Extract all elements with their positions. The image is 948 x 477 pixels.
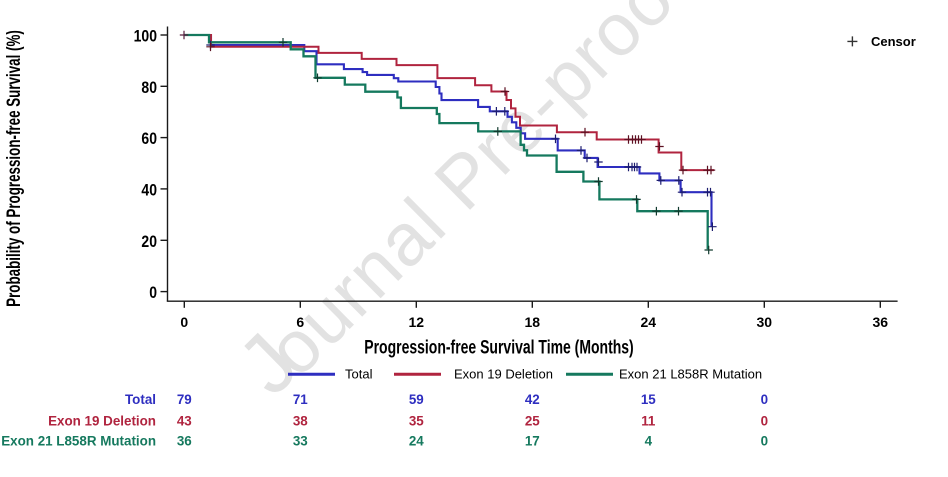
- svg-text:4: 4: [645, 434, 653, 449]
- svg-text:33: 33: [293, 434, 308, 449]
- svg-text:Exon 19 Deletion: Exon 19 Deletion: [48, 414, 156, 429]
- svg-text:20: 20: [141, 233, 157, 251]
- svg-text:0: 0: [761, 434, 768, 449]
- svg-text:100: 100: [134, 27, 157, 45]
- svg-text:40: 40: [141, 181, 157, 199]
- svg-text:24: 24: [641, 314, 657, 330]
- svg-text:36: 36: [177, 434, 192, 449]
- svg-text:43: 43: [177, 414, 192, 429]
- svg-text:15: 15: [641, 392, 656, 407]
- svg-text:79: 79: [177, 392, 192, 407]
- svg-text:17: 17: [525, 434, 540, 449]
- svg-text:80: 80: [141, 79, 157, 97]
- svg-text:38: 38: [293, 414, 308, 429]
- svg-text:Censor: Censor: [871, 34, 916, 49]
- svg-text:0: 0: [180, 314, 188, 330]
- svg-text:36: 36: [873, 314, 889, 330]
- svg-text:60: 60: [141, 130, 157, 148]
- svg-text:12: 12: [409, 314, 425, 330]
- svg-text:24: 24: [409, 434, 424, 449]
- svg-text:0: 0: [149, 284, 157, 302]
- svg-text:42: 42: [525, 392, 540, 407]
- svg-text:25: 25: [525, 414, 540, 429]
- svg-text:6: 6: [296, 314, 304, 330]
- svg-text:Exon 21 L858R Mutation: Exon 21 L858R Mutation: [619, 367, 762, 382]
- svg-text:Total: Total: [125, 392, 156, 407]
- svg-text:59: 59: [409, 392, 424, 407]
- svg-text:0: 0: [761, 414, 768, 429]
- svg-text:Progression-free Survival Time: Progression-free Survival Time (Months): [364, 336, 633, 358]
- svg-text:18: 18: [525, 314, 541, 330]
- svg-text:35: 35: [409, 414, 424, 429]
- svg-text:Probability of Progression-fre: Probability of Progression-free Survival…: [3, 30, 25, 307]
- svg-text:Exon 21 L858R Mutation: Exon 21 L858R Mutation: [1, 434, 156, 449]
- svg-text:30: 30: [757, 314, 773, 330]
- svg-text:0: 0: [761, 392, 768, 407]
- svg-text:11: 11: [641, 414, 656, 429]
- svg-text:Total: Total: [345, 367, 373, 382]
- svg-text:Exon 19 Deletion: Exon 19 Deletion: [454, 367, 553, 382]
- svg-text:71: 71: [293, 392, 308, 407]
